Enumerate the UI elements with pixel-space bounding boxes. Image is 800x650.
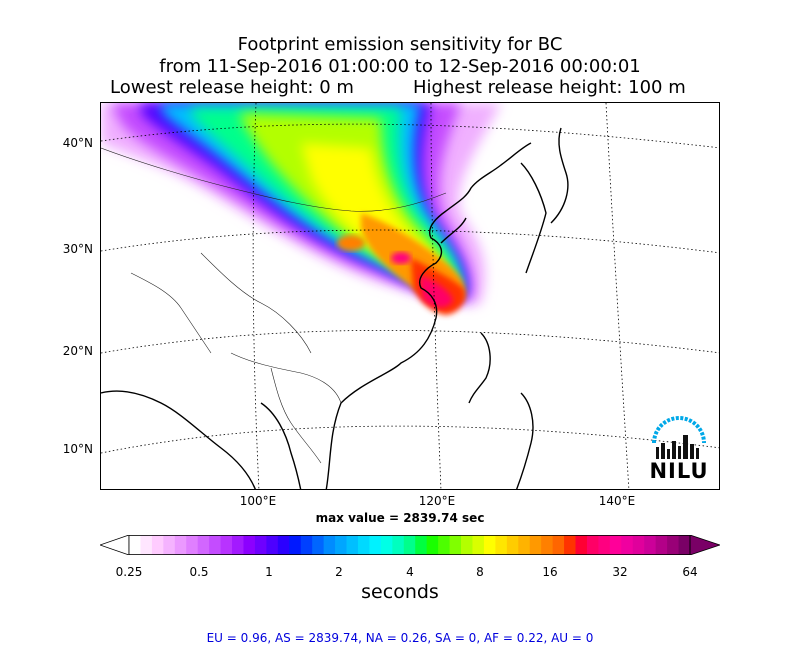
colorbar-tick-0: 0.25: [115, 565, 143, 579]
region-summary: EU = 0.96, AS = 2839.74, NA = 0.26, SA =…: [206, 631, 594, 645]
colorbar-segment: [335, 535, 348, 555]
colorbar-tick-5: 8: [476, 565, 484, 579]
colorbar-segment: [678, 535, 691, 555]
colorbar-segment: [438, 535, 451, 555]
colorbar-segment: [232, 535, 245, 555]
lowest-release-height: Lowest release height: 0 m: [110, 77, 354, 98]
colorbar-segment: [369, 535, 382, 555]
colorbar-segment: [323, 535, 336, 555]
colorbar-segment: [575, 535, 588, 555]
colorbar-tick-3: 2: [335, 565, 343, 579]
lon-label-120e: 120°E: [418, 494, 456, 508]
colorbar-segment: [483, 535, 496, 555]
colorbar-extend-low: [100, 535, 130, 555]
colorbar-segment: [277, 535, 290, 555]
country-borders: [101, 147, 447, 464]
colorbar-segment: [632, 535, 645, 555]
colorbar-segment: [609, 535, 622, 555]
highest-release-height: Highest release height: 100 m: [413, 77, 686, 98]
colorbar-segment: [129, 535, 142, 555]
colorbar-tick-6: 16: [542, 565, 558, 579]
colorbar-segment: [392, 535, 405, 555]
colorbar: [100, 535, 720, 555]
colorbar-segment: [472, 535, 485, 555]
colorbar-tick-7: 32: [612, 565, 628, 579]
colorbar-segment: [461, 535, 474, 555]
colorbar-segment: [655, 535, 668, 555]
lat-label-30n: 30°N: [62, 242, 93, 256]
colorbar-segment: [186, 535, 199, 555]
title-line-1: Footprint emission sensitivity for BC: [237, 34, 563, 55]
colorbar-segment: [621, 535, 634, 555]
lat-label-10n: 10°N: [62, 442, 93, 456]
colorbar-segment: [449, 535, 462, 555]
colorbar-tick-8: 64: [682, 565, 698, 579]
lon-label-140e: 140°E: [598, 494, 636, 508]
colorbar-segment: [312, 535, 325, 555]
coastlines: [101, 127, 569, 489]
map-canvas: [101, 103, 719, 489]
colorbar-segment: [289, 535, 302, 555]
colorbar-segment: [140, 535, 153, 555]
footprint-map: NILU: [100, 102, 720, 490]
colorbar-segment: [243, 535, 256, 555]
colorbar-segment: [403, 535, 416, 555]
colorbar-frame: [128, 535, 691, 555]
colorbar-segment: [564, 535, 577, 555]
colorbar-segment: [586, 535, 600, 555]
colorbar-segment: [151, 535, 164, 555]
colorbar-segment: [163, 535, 176, 555]
colorbar-segment: [541, 535, 554, 555]
colorbar-segment: [220, 535, 233, 555]
lon-label-100e: 100°E: [239, 494, 277, 508]
nilu-logo-graphic: [652, 416, 706, 459]
colorbar-segment: [644, 535, 657, 555]
colorbar-segment: [552, 535, 565, 555]
nilu-logo-text: NILU: [649, 459, 709, 483]
colorbar-segment: [529, 535, 542, 555]
colorbar-segment: [357, 535, 371, 555]
colorbar-segment: [667, 535, 680, 555]
colorbar-units: seconds: [361, 581, 439, 603]
nilu-logo: NILU: [646, 413, 712, 483]
colorbar-segment: [426, 535, 439, 555]
colorbar-tick-4: 4: [406, 565, 414, 579]
colorbar-tick-1: 0.5: [189, 565, 209, 579]
lat-label-40n: 40°N: [62, 136, 93, 150]
colorbar-segment: [518, 535, 531, 555]
colorbar-segment: [266, 535, 279, 555]
graticule: [101, 103, 719, 489]
colorbar-segment: [495, 535, 508, 555]
colorbar-segment: [506, 535, 519, 555]
colorbar-segment: [380, 535, 393, 555]
colorbar-segment: [300, 535, 313, 555]
colorbar-tick-2: 1: [265, 565, 273, 579]
lat-label-20n: 20°N: [62, 344, 93, 358]
colorbar-segment: [346, 535, 359, 555]
max-value: max value = 2839.74 sec: [315, 511, 485, 525]
colorbar-segment: [254, 535, 267, 555]
plume: [101, 103, 501, 315]
colorbar-segment: [197, 535, 210, 555]
title-line-2: from 11-Sep-2016 01:00:00 to 12-Sep-2016…: [159, 56, 641, 77]
colorbar-segment: [598, 535, 611, 555]
colorbar-segment: [415, 535, 428, 555]
colorbar-segment: [209, 535, 222, 555]
colorbar-extend-high: [689, 535, 720, 555]
colorbar-segment: [174, 535, 187, 555]
